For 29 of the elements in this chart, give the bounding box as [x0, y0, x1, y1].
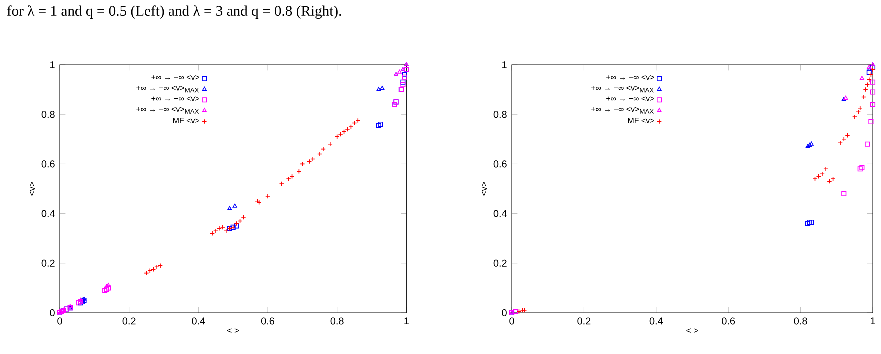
text: for λ = 1 and q = 0.5 (Left) and λ = 3 and q = 0.8 (Right). [7, 6, 342, 20]
x-axis-title: < > [228, 328, 240, 333]
y-tick-label: 0.6 [42, 160, 55, 168]
x-tick-label: 0.8 [330, 318, 344, 325]
x-axis-title: < > [686, 328, 698, 333]
y-tick-label: 0.8 [494, 111, 507, 118]
x-tick-label: 0 [58, 318, 62, 325]
x-tick-label: 0.4 [192, 318, 206, 325]
y-tick-label: 0.2 [42, 260, 55, 267]
y-tick-label: 1 [502, 62, 507, 68]
x-tick-label: 0.2 [122, 318, 136, 325]
y-tick-label: 0.4 [494, 210, 508, 218]
x-tick-label: 0.4 [650, 318, 664, 325]
x-tick-label: 0.6 [722, 318, 736, 325]
y-tick-label: 0.2 [494, 260, 507, 267]
x-tick-label: 1 [404, 318, 409, 325]
y-axis-title: <v> [30, 182, 35, 196]
y-tick-label: 0 [50, 309, 55, 317]
x-tick-label: 1 [870, 318, 876, 325]
y-tick-label: 0.6 [494, 160, 507, 168]
y-tick-label: 1 [50, 62, 55, 68]
x-tick-label: 0.6 [261, 318, 274, 325]
y-tick-label: 0.4 [42, 210, 56, 218]
x-tick-label: 0.8 [794, 318, 808, 325]
x-tick-label: 0.2 [578, 318, 591, 325]
y-axis-title: <v> [482, 182, 487, 196]
y-tick-label: 0.8 [42, 111, 55, 118]
y-tick-label: 0 [502, 309, 507, 317]
x-tick-label: 0 [510, 318, 514, 325]
